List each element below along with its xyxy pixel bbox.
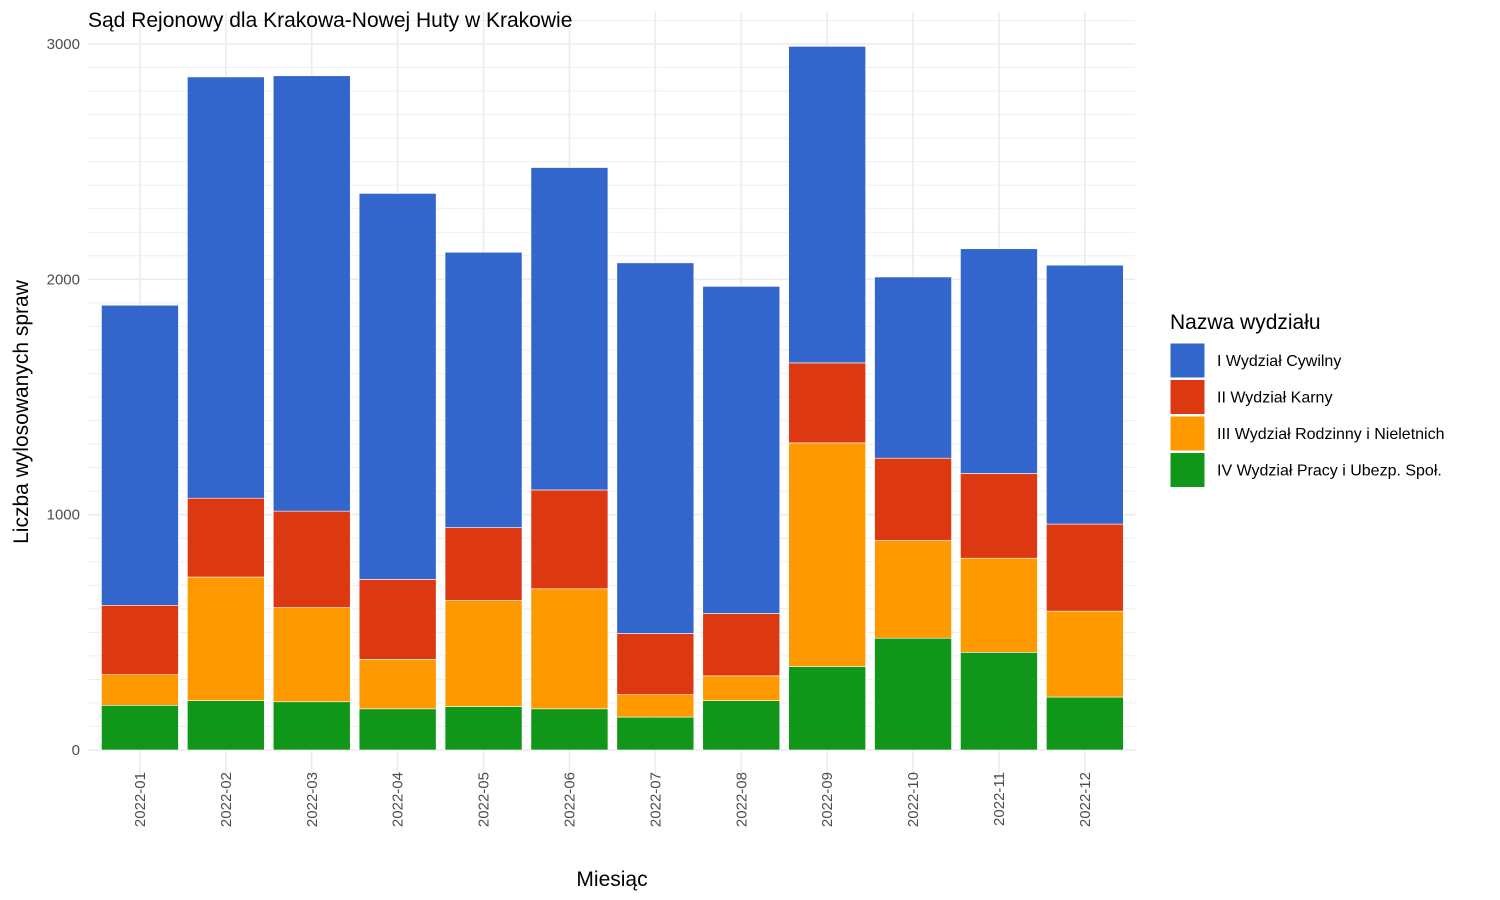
x-tick-label: 2022-03 [304, 772, 321, 827]
x-tick-label: 2022-08 [733, 772, 750, 827]
y-tick-label: 1000 [47, 507, 80, 524]
bar-segment [616, 694, 695, 718]
x-tick-label: 2022-05 [476, 772, 493, 827]
legend-label: III Wydział Rodzinny i Nieletnich [1217, 426, 1445, 443]
x-tick-label: 2022-07 [647, 772, 664, 827]
bar-segment [788, 362, 866, 444]
bar-segment [101, 604, 179, 675]
legend-swatch [1169, 379, 1206, 415]
x-tick-label: 2022-06 [561, 772, 578, 827]
bar-segment [101, 704, 179, 751]
bar-segment [272, 701, 351, 751]
bar-segment [960, 557, 1038, 653]
x-axis: 2022-01 2022-02 2022-03 2022-04 2022-05 2022-… [132, 772, 1094, 827]
legend-swatch [1169, 452, 1206, 488]
legend-title: Nazwa wydziału [1170, 311, 1321, 334]
chart-title: Sąd Rejonowy dla Krakowa-Nowej Huty w Kr… [88, 9, 572, 32]
bar-segment [272, 75, 351, 512]
legend: Nazwa wydziału I Wydział Cywilny II Wydzi… [1169, 311, 1445, 488]
bar-segment [1046, 523, 1124, 612]
bar-segment [960, 652, 1038, 751]
legend-label: IV Wydział Pracy i Ubezp. Społ. [1217, 463, 1442, 480]
bar-segment [616, 633, 695, 695]
y-tick-label: 3000 [47, 36, 80, 53]
bar-segment [702, 286, 781, 614]
bar-segment [1046, 264, 1124, 525]
bar-segment [187, 576, 265, 701]
x-tick-label: 2022-09 [819, 772, 836, 827]
legend-swatch [1169, 415, 1206, 452]
bar-segment [874, 276, 952, 459]
legend-swatch [1169, 342, 1206, 379]
bar-segment [272, 607, 351, 703]
x-tick-label: 2022-02 [218, 772, 235, 827]
bar-segment [788, 46, 866, 364]
bar-segment [444, 251, 523, 528]
bar-segment [702, 613, 781, 677]
bar-segment [874, 457, 952, 541]
x-tick-label: 2022-11 [991, 772, 1008, 826]
bar-segment [788, 666, 866, 751]
legend-label: I Wydział Cywilny [1217, 353, 1341, 370]
legend-label: II Wydział Karny [1217, 390, 1332, 407]
bar-segment [1046, 610, 1124, 698]
bar-segment [187, 700, 265, 751]
y-axis: 0 1000 2000 3000 [47, 36, 80, 759]
x-tick-label: 2022-10 [905, 772, 922, 827]
bar-segment [358, 193, 437, 580]
bar-segment [874, 637, 952, 751]
bar-segment [702, 700, 781, 751]
bar-segment [101, 674, 179, 706]
bar-segment [358, 659, 437, 710]
bar-segment [960, 473, 1038, 559]
bar-segment [702, 675, 781, 701]
bar-segment [616, 716, 695, 751]
bar-segment [444, 706, 523, 751]
bar-segment [358, 708, 437, 751]
bar-segment [530, 489, 609, 590]
x-axis-title: Miesiąc [576, 868, 647, 891]
bar-segment [960, 248, 1038, 474]
bar-segment [444, 527, 523, 601]
bar-segment [187, 497, 265, 578]
bar-segment [187, 76, 265, 499]
bar-segment [530, 588, 609, 710]
y-tick-label: 2000 [47, 271, 80, 288]
bar-segment [616, 262, 695, 634]
bar-segment [272, 510, 351, 608]
bar-segment [874, 540, 952, 639]
bar-segment [358, 579, 437, 660]
bar-segment [530, 708, 609, 751]
bar-segment [530, 167, 609, 491]
bars [101, 46, 1124, 751]
bar-segment [101, 304, 179, 606]
x-tick-label: 2022-12 [1077, 772, 1094, 827]
bar-segment [444, 600, 523, 707]
y-axis-title: Liczba wylosowanych spraw [10, 279, 33, 544]
x-tick-label: 2022-01 [132, 772, 149, 827]
y-tick-label: 0 [72, 742, 80, 759]
x-tick-label: 2022-04 [390, 772, 407, 827]
bar-segment [788, 442, 866, 667]
bar-segment [1046, 696, 1124, 751]
